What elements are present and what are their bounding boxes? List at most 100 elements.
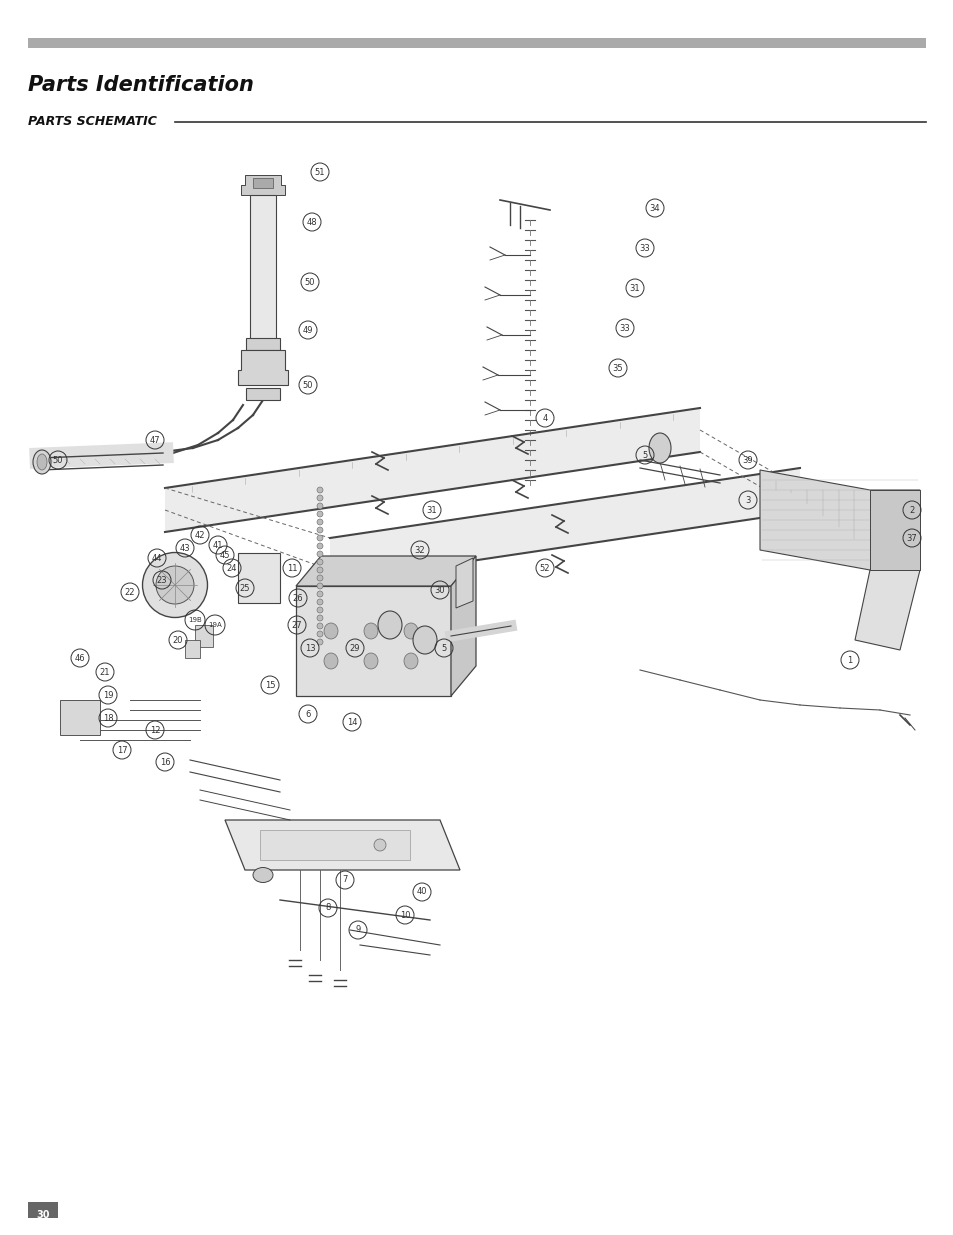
Text: 8: 8 (325, 904, 331, 913)
Ellipse shape (37, 454, 47, 471)
Circle shape (316, 503, 323, 509)
Polygon shape (237, 350, 288, 385)
Ellipse shape (364, 653, 377, 669)
Text: PARTS SCHEMATIC: PARTS SCHEMATIC (28, 115, 156, 128)
Bar (260, 830, 410, 860)
Text: 42: 42 (194, 531, 205, 540)
Polygon shape (760, 471, 919, 571)
Text: 33: 33 (619, 324, 630, 332)
Ellipse shape (648, 433, 670, 463)
Ellipse shape (377, 611, 401, 638)
Text: 37: 37 (905, 534, 917, 542)
Text: 39: 39 (741, 456, 753, 464)
Ellipse shape (253, 867, 273, 883)
Text: 51: 51 (314, 168, 325, 177)
Text: 44: 44 (152, 553, 162, 562)
Text: 2: 2 (908, 505, 914, 515)
Polygon shape (295, 556, 476, 585)
Bar (246, 338, 280, 350)
Text: 48: 48 (306, 217, 317, 226)
Text: 41: 41 (213, 541, 223, 550)
Bar (28, 38, 925, 48)
Text: 23: 23 (156, 576, 167, 584)
Text: 13: 13 (304, 643, 315, 652)
Text: 19A: 19A (208, 622, 222, 629)
Polygon shape (165, 408, 700, 532)
Circle shape (374, 839, 386, 851)
Bar (185, 640, 200, 658)
Text: 50: 50 (302, 380, 313, 389)
Text: 30: 30 (435, 585, 445, 594)
Text: 43: 43 (179, 543, 190, 552)
Text: Parts Identification: Parts Identification (28, 75, 253, 95)
Text: 49: 49 (302, 326, 313, 335)
Text: 16: 16 (159, 757, 171, 767)
Text: 11: 11 (287, 563, 297, 573)
Text: 24: 24 (227, 563, 237, 573)
Text: 4: 4 (542, 414, 547, 422)
Circle shape (316, 551, 323, 557)
Polygon shape (241, 175, 285, 195)
Text: 18: 18 (103, 714, 113, 722)
Circle shape (316, 583, 323, 589)
Polygon shape (253, 178, 273, 188)
Text: 6: 6 (305, 709, 311, 719)
Circle shape (316, 511, 323, 517)
Bar (194, 625, 213, 647)
Polygon shape (869, 490, 919, 571)
Text: 7: 7 (342, 876, 347, 884)
Text: 9: 9 (355, 925, 360, 935)
Text: 30: 30 (36, 1210, 50, 1220)
Text: 25: 25 (239, 583, 250, 593)
Bar (250, 195, 275, 340)
Circle shape (316, 592, 323, 597)
Polygon shape (456, 558, 473, 608)
Bar (237, 553, 280, 603)
Circle shape (316, 527, 323, 534)
Circle shape (316, 559, 323, 564)
Text: 22: 22 (125, 588, 135, 597)
Text: 34: 34 (649, 204, 659, 212)
Text: 15: 15 (265, 680, 275, 689)
Circle shape (316, 495, 323, 501)
Text: 31: 31 (629, 284, 639, 293)
Circle shape (316, 519, 323, 525)
Circle shape (316, 615, 323, 621)
Text: 50: 50 (52, 456, 63, 464)
Text: 10: 10 (399, 910, 410, 920)
Circle shape (316, 543, 323, 550)
Ellipse shape (324, 653, 337, 669)
Text: 50: 50 (304, 278, 314, 287)
Bar (246, 388, 280, 400)
Circle shape (316, 638, 323, 645)
Ellipse shape (413, 626, 436, 655)
Circle shape (316, 606, 323, 613)
Text: 12: 12 (150, 725, 160, 735)
Text: 3: 3 (744, 495, 750, 505)
Text: 27: 27 (292, 620, 302, 630)
Text: 35: 35 (612, 363, 622, 373)
Polygon shape (854, 571, 919, 650)
Ellipse shape (156, 566, 193, 604)
Text: 29: 29 (350, 643, 360, 652)
Ellipse shape (324, 622, 337, 638)
Circle shape (316, 631, 323, 637)
Circle shape (316, 622, 323, 629)
Polygon shape (451, 556, 476, 697)
Ellipse shape (364, 622, 377, 638)
Circle shape (316, 576, 323, 580)
Ellipse shape (33, 450, 51, 474)
Circle shape (316, 487, 323, 493)
Text: 5: 5 (641, 451, 647, 459)
Polygon shape (330, 468, 800, 582)
Circle shape (316, 599, 323, 605)
Text: 45: 45 (219, 551, 230, 559)
Text: 19B: 19B (188, 618, 202, 622)
Bar (60, 700, 100, 735)
Bar (28, 1202, 58, 1218)
Text: 20: 20 (172, 636, 183, 645)
Text: 19: 19 (103, 690, 113, 699)
Text: 32: 32 (415, 546, 425, 555)
Text: 1: 1 (846, 656, 852, 664)
Circle shape (316, 567, 323, 573)
